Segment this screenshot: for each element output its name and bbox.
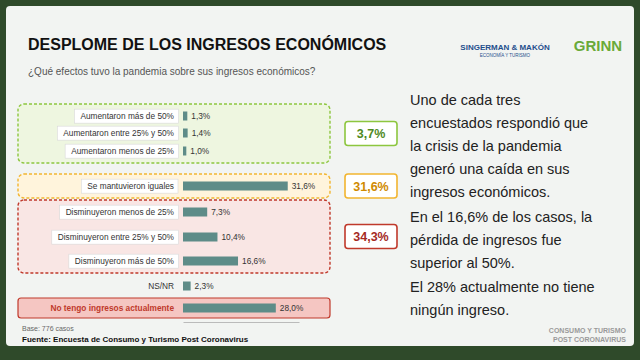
data-label: 1,4% xyxy=(192,128,212,138)
label-box xyxy=(74,109,178,123)
bar xyxy=(183,233,217,242)
tick-label: Aumentaron menos de 25% xyxy=(71,146,174,156)
tick: Aumentaron menos de 25% xyxy=(65,144,178,158)
data-label: 28,0% xyxy=(280,303,304,313)
body-text: En el 16,6% de los casos, la xyxy=(410,209,593,225)
group-panel xyxy=(18,200,330,273)
annotation: 3,7% xyxy=(357,127,386,141)
data-labels: 1,3% 1,4% 1,0% 31,6% 7,3% 10,4% 16,6% 2,3% 28,0% xyxy=(190,111,316,313)
label-box xyxy=(69,254,179,268)
label-box xyxy=(81,179,178,193)
annotation: 31,6% xyxy=(353,180,388,194)
annotation: 34,3% xyxy=(353,230,388,244)
data-label: 16,6% xyxy=(242,256,266,266)
tick-label: NS/NR xyxy=(148,281,174,291)
body-text: ingresos económicos. xyxy=(410,184,550,200)
data-label: 1,3% xyxy=(191,111,211,121)
group-panel xyxy=(18,174,330,198)
label-box xyxy=(65,144,178,158)
data-label: 31,6% xyxy=(292,181,316,191)
tick-label: Disminuyeron más de 50% xyxy=(75,256,175,266)
logo-text: SINGERMAN & MAKÓN xyxy=(460,43,550,52)
subtitle: ¿Qué efectos tuvo la pandemia sobre sus … xyxy=(28,66,316,77)
bar xyxy=(183,129,188,138)
bar xyxy=(183,208,207,217)
tick: Disminuyeron entre 25% y 50% xyxy=(52,230,179,244)
logo-text: ECONOMÍA Y TURISMO xyxy=(480,52,531,58)
title: DESPLOME DE LOS INGRESOS ECONÓMICOS xyxy=(28,35,387,53)
body-text: superior al 50%. xyxy=(410,255,515,271)
background xyxy=(0,0,640,360)
tick-label: Se mantuvieron iguales xyxy=(87,181,174,191)
tick: Disminuyeron más de 50% xyxy=(69,254,179,268)
body-text: la crisis de la pandemia xyxy=(410,138,562,154)
slide: DESPLOME DE LOS INGRESOS ECONÓMICOS ¿Qué … xyxy=(0,0,640,360)
annotation-box xyxy=(345,122,397,146)
body-text: pérdida de ingresos fue xyxy=(410,232,562,248)
bar xyxy=(183,112,187,121)
tick: Disminuyeron menos de 25% xyxy=(60,205,179,219)
logo-text: GRINN xyxy=(574,37,622,54)
data-label: 2,3% xyxy=(195,281,215,291)
x-axis xyxy=(184,322,300,323)
tick-label: Disminuyeron entre 25% y 50% xyxy=(58,232,175,242)
body-text: generó una caída en sus xyxy=(410,161,570,177)
data-label: 1,0% xyxy=(190,146,210,156)
chart-container: DESPLOME DE LOS INGRESOS ECONÓMICOS ¿Qué … xyxy=(0,0,640,360)
highlight-panel xyxy=(18,298,330,318)
axis-line xyxy=(184,322,300,323)
body-text: Uno de cada tres xyxy=(410,92,520,108)
body-text: El 28% actualmente no tiene xyxy=(410,279,595,295)
bar xyxy=(183,282,191,291)
tick-label: No tengo ingresos actualmente xyxy=(50,303,174,313)
group-panel xyxy=(18,104,330,163)
tick: Aumentaron entre 25% y 50% xyxy=(57,126,178,140)
annotation-box xyxy=(345,225,397,249)
footer-text: CONSUMO Y TURISMO xyxy=(549,327,627,334)
bar xyxy=(183,147,186,156)
bar xyxy=(183,257,238,266)
note: Base: 776 casos xyxy=(22,325,74,332)
tick-label: Aumentaron entre 25% y 50% xyxy=(63,128,174,138)
y-axis: Aumentaron más de 50% Aumentaron entre 25… xyxy=(50,109,178,313)
label-box xyxy=(60,205,179,219)
content-panel xyxy=(6,6,634,346)
footer-text: POST CORONAVIRUS xyxy=(553,336,626,343)
data-label: 10,4% xyxy=(221,232,245,242)
tick-label: Disminuyeron menos de 25% xyxy=(66,207,175,217)
source: Fuente: Encuesta de Consumo y Turismo Po… xyxy=(22,335,249,344)
tick: NS/NR xyxy=(148,281,174,291)
annotation-box xyxy=(345,174,397,198)
body-text: encuestados respondió que xyxy=(410,115,588,131)
tick: Aumentaron más de 50% xyxy=(74,109,178,123)
body-text: ningún ingreso. xyxy=(410,302,509,318)
bar xyxy=(183,182,288,191)
tick: No tengo ingresos actualmente xyxy=(50,303,174,313)
data-label: 7,3% xyxy=(211,207,231,217)
tick: Se mantuvieron iguales xyxy=(81,179,178,193)
label-box xyxy=(52,230,179,244)
bars xyxy=(183,112,288,313)
bar xyxy=(183,304,276,313)
label-box xyxy=(57,126,178,140)
tick-label: Aumentaron más de 50% xyxy=(80,111,174,121)
